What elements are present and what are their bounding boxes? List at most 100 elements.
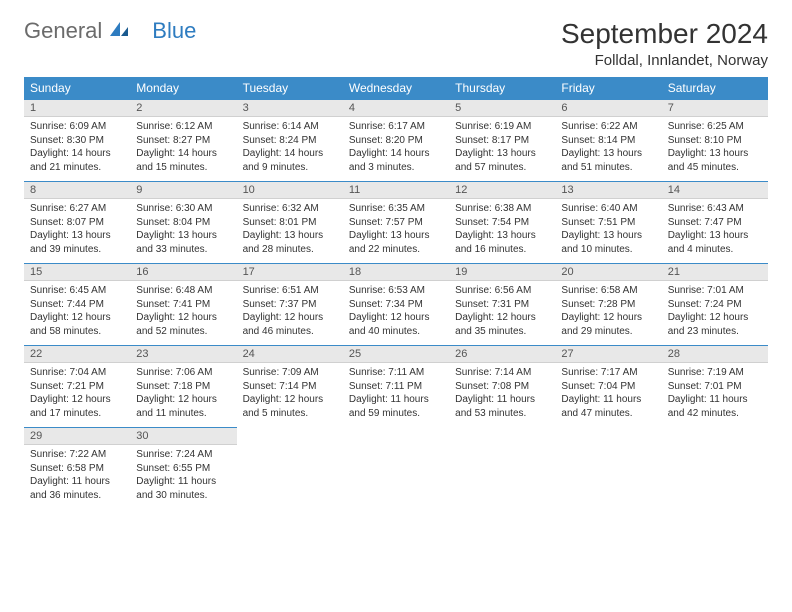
- calendar-cell: [449, 427, 555, 509]
- day-number: 7: [662, 100, 768, 117]
- page-header: General Blue September 2024 Folldal, Inn…: [24, 18, 768, 69]
- logo-sail-icon: [108, 20, 130, 43]
- day-info: Sunrise: 6:14 AMSunset: 8:24 PMDaylight:…: [237, 117, 343, 180]
- calendar-cell: 7Sunrise: 6:25 AMSunset: 8:10 PMDaylight…: [662, 99, 768, 181]
- day-number: 5: [449, 100, 555, 117]
- day-info: Sunrise: 7:22 AMSunset: 6:58 PMDaylight:…: [24, 445, 130, 508]
- calendar-cell: 27Sunrise: 7:17 AMSunset: 7:04 PMDayligh…: [555, 345, 661, 427]
- calendar-cell: 2Sunrise: 6:12 AMSunset: 8:27 PMDaylight…: [130, 99, 236, 181]
- logo-text-blue: Blue: [152, 18, 196, 44]
- calendar-cell: 22Sunrise: 7:04 AMSunset: 7:21 PMDayligh…: [24, 345, 130, 427]
- day-number: 6: [555, 100, 661, 117]
- weekday-header: Wednesday: [343, 77, 449, 99]
- calendar-cell: 28Sunrise: 7:19 AMSunset: 7:01 PMDayligh…: [662, 345, 768, 427]
- calendar-cell: 26Sunrise: 7:14 AMSunset: 7:08 PMDayligh…: [449, 345, 555, 427]
- day-number: 22: [24, 346, 130, 363]
- calendar-cell: 3Sunrise: 6:14 AMSunset: 8:24 PMDaylight…: [237, 99, 343, 181]
- weekday-header: Sunday: [24, 77, 130, 99]
- weekday-header: Thursday: [449, 77, 555, 99]
- day-number: 2: [130, 100, 236, 117]
- day-info: Sunrise: 6:32 AMSunset: 8:01 PMDaylight:…: [237, 199, 343, 262]
- calendar-cell: 9Sunrise: 6:30 AMSunset: 8:04 PMDaylight…: [130, 181, 236, 263]
- calendar-cell: 20Sunrise: 6:58 AMSunset: 7:28 PMDayligh…: [555, 263, 661, 345]
- calendar-cell: 16Sunrise: 6:48 AMSunset: 7:41 PMDayligh…: [130, 263, 236, 345]
- calendar-cell: [237, 427, 343, 509]
- calendar-cell: 17Sunrise: 6:51 AMSunset: 7:37 PMDayligh…: [237, 263, 343, 345]
- calendar-week: 15Sunrise: 6:45 AMSunset: 7:44 PMDayligh…: [24, 263, 768, 345]
- calendar-cell: [555, 427, 661, 509]
- day-number: 11: [343, 182, 449, 199]
- calendar-cell: [662, 427, 768, 509]
- day-info: Sunrise: 7:24 AMSunset: 6:55 PMDaylight:…: [130, 445, 236, 508]
- calendar-cell: 23Sunrise: 7:06 AMSunset: 7:18 PMDayligh…: [130, 345, 236, 427]
- day-info: Sunrise: 6:53 AMSunset: 7:34 PMDaylight:…: [343, 281, 449, 344]
- day-number: 17: [237, 264, 343, 281]
- day-number: 21: [662, 264, 768, 281]
- calendar-week: 8Sunrise: 6:27 AMSunset: 8:07 PMDaylight…: [24, 181, 768, 263]
- calendar-cell: 10Sunrise: 6:32 AMSunset: 8:01 PMDayligh…: [237, 181, 343, 263]
- day-info: Sunrise: 6:56 AMSunset: 7:31 PMDaylight:…: [449, 281, 555, 344]
- calendar-week: 29Sunrise: 7:22 AMSunset: 6:58 PMDayligh…: [24, 427, 768, 509]
- weekday-header: Monday: [130, 77, 236, 99]
- month-title: September 2024: [561, 18, 768, 50]
- logo: General Blue: [24, 18, 196, 44]
- calendar-cell: 30Sunrise: 7:24 AMSunset: 6:55 PMDayligh…: [130, 427, 236, 509]
- day-number: 26: [449, 346, 555, 363]
- day-number: 25: [343, 346, 449, 363]
- weekday-header: Saturday: [662, 77, 768, 99]
- calendar-cell: 5Sunrise: 6:19 AMSunset: 8:17 PMDaylight…: [449, 99, 555, 181]
- day-number: 3: [237, 100, 343, 117]
- calendar-cell: 29Sunrise: 7:22 AMSunset: 6:58 PMDayligh…: [24, 427, 130, 509]
- day-info: Sunrise: 6:45 AMSunset: 7:44 PMDaylight:…: [24, 281, 130, 344]
- day-info: Sunrise: 6:17 AMSunset: 8:20 PMDaylight:…: [343, 117, 449, 180]
- calendar-week: 22Sunrise: 7:04 AMSunset: 7:21 PMDayligh…: [24, 345, 768, 427]
- calendar-cell: 25Sunrise: 7:11 AMSunset: 7:11 PMDayligh…: [343, 345, 449, 427]
- day-number: 19: [449, 264, 555, 281]
- day-number: 9: [130, 182, 236, 199]
- title-block: September 2024 Folldal, Innlandet, Norwa…: [561, 18, 768, 69]
- day-number: 10: [237, 182, 343, 199]
- day-number: 28: [662, 346, 768, 363]
- day-info: Sunrise: 6:25 AMSunset: 8:10 PMDaylight:…: [662, 117, 768, 180]
- calendar-cell: [343, 427, 449, 509]
- day-number: 15: [24, 264, 130, 281]
- day-info: Sunrise: 6:43 AMSunset: 7:47 PMDaylight:…: [662, 199, 768, 262]
- day-info: Sunrise: 6:38 AMSunset: 7:54 PMDaylight:…: [449, 199, 555, 262]
- day-number: 24: [237, 346, 343, 363]
- day-number: 23: [130, 346, 236, 363]
- day-number: 13: [555, 182, 661, 199]
- day-number: 29: [24, 428, 130, 445]
- day-info: Sunrise: 7:09 AMSunset: 7:14 PMDaylight:…: [237, 363, 343, 426]
- day-info: Sunrise: 7:06 AMSunset: 7:18 PMDaylight:…: [130, 363, 236, 426]
- calendar-cell: 14Sunrise: 6:43 AMSunset: 7:47 PMDayligh…: [662, 181, 768, 263]
- day-info: Sunrise: 6:51 AMSunset: 7:37 PMDaylight:…: [237, 281, 343, 344]
- day-info: Sunrise: 7:04 AMSunset: 7:21 PMDaylight:…: [24, 363, 130, 426]
- day-info: Sunrise: 6:12 AMSunset: 8:27 PMDaylight:…: [130, 117, 236, 180]
- weekday-header: Tuesday: [237, 77, 343, 99]
- day-info: Sunrise: 7:14 AMSunset: 7:08 PMDaylight:…: [449, 363, 555, 426]
- day-number: 8: [24, 182, 130, 199]
- day-number: 16: [130, 264, 236, 281]
- day-number: 27: [555, 346, 661, 363]
- day-number: 4: [343, 100, 449, 117]
- calendar-cell: 6Sunrise: 6:22 AMSunset: 8:14 PMDaylight…: [555, 99, 661, 181]
- day-number: 14: [662, 182, 768, 199]
- calendar-cell: 8Sunrise: 6:27 AMSunset: 8:07 PMDaylight…: [24, 181, 130, 263]
- calendar-cell: 1Sunrise: 6:09 AMSunset: 8:30 PMDaylight…: [24, 99, 130, 181]
- day-info: Sunrise: 7:01 AMSunset: 7:24 PMDaylight:…: [662, 281, 768, 344]
- weekday-header-row: Sunday Monday Tuesday Wednesday Thursday…: [24, 77, 768, 99]
- calendar-cell: 11Sunrise: 6:35 AMSunset: 7:57 PMDayligh…: [343, 181, 449, 263]
- day-number: 18: [343, 264, 449, 281]
- day-info: Sunrise: 7:17 AMSunset: 7:04 PMDaylight:…: [555, 363, 661, 426]
- day-info: Sunrise: 6:30 AMSunset: 8:04 PMDaylight:…: [130, 199, 236, 262]
- day-info: Sunrise: 6:22 AMSunset: 8:14 PMDaylight:…: [555, 117, 661, 180]
- calendar-cell: 24Sunrise: 7:09 AMSunset: 7:14 PMDayligh…: [237, 345, 343, 427]
- location-text: Folldal, Innlandet, Norway: [561, 52, 768, 69]
- day-info: Sunrise: 6:40 AMSunset: 7:51 PMDaylight:…: [555, 199, 661, 262]
- calendar-cell: 21Sunrise: 7:01 AMSunset: 7:24 PMDayligh…: [662, 263, 768, 345]
- calendar-cell: 18Sunrise: 6:53 AMSunset: 7:34 PMDayligh…: [343, 263, 449, 345]
- day-info: Sunrise: 6:27 AMSunset: 8:07 PMDaylight:…: [24, 199, 130, 262]
- day-number: 20: [555, 264, 661, 281]
- calendar-cell: 12Sunrise: 6:38 AMSunset: 7:54 PMDayligh…: [449, 181, 555, 263]
- day-info: Sunrise: 7:11 AMSunset: 7:11 PMDaylight:…: [343, 363, 449, 426]
